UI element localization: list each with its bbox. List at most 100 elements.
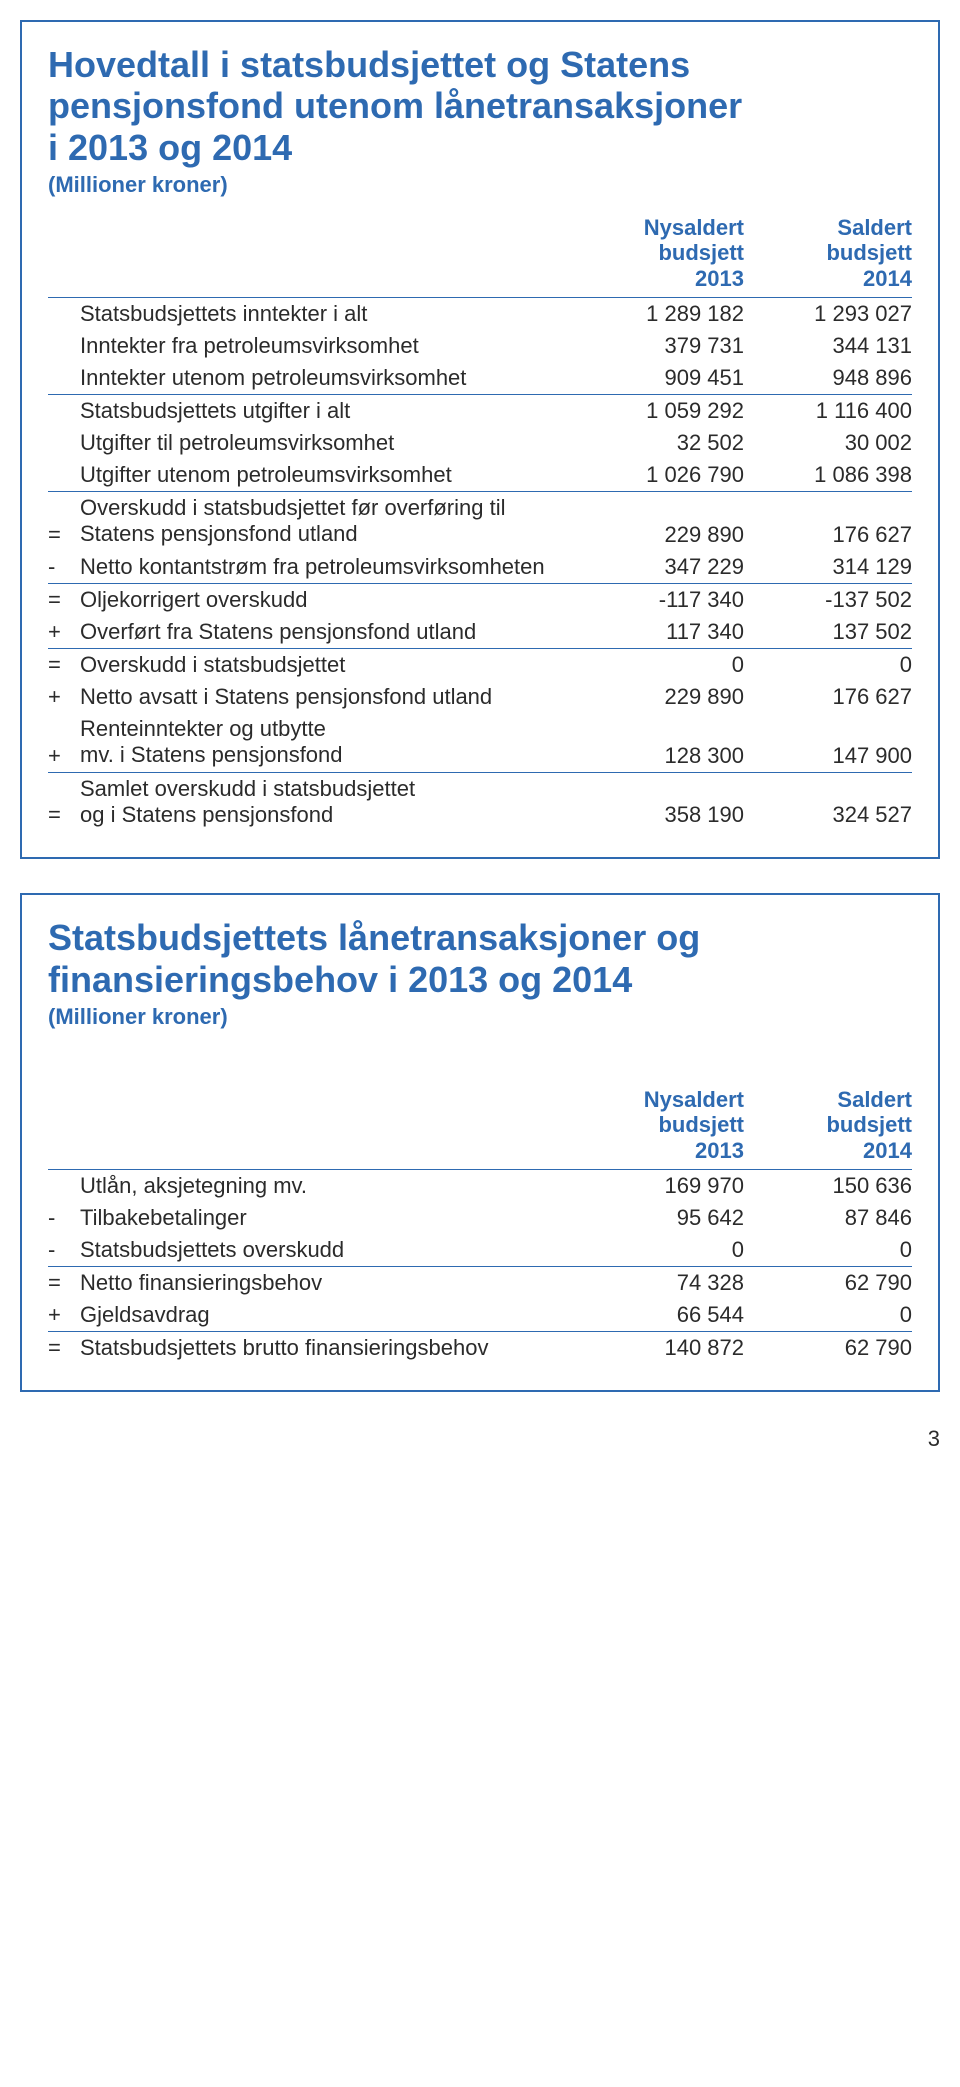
row-label: Utgifter utenom petroleumsvirksomhet xyxy=(80,459,576,492)
table2-col1-l2: budsjett xyxy=(658,1112,744,1137)
row-value-2014: 314 129 xyxy=(744,551,912,584)
row-value-2014: 30 002 xyxy=(744,427,912,459)
table-row: +Overført fra Statens pensjonsfond utlan… xyxy=(48,616,912,649)
table-row: +Renteinntekter og utbyttemv. i Statens … xyxy=(48,713,912,772)
row-value-2014: 147 900 xyxy=(744,713,912,772)
table2-body: Utlån, aksjetegning mv.169 970150 636-Ti… xyxy=(48,1170,912,1365)
row-label: Overført fra Statens pensjonsfond utland xyxy=(80,616,576,649)
table1-col2-l1: Saldert xyxy=(837,215,912,240)
table1: Nysaldert budsjett 2013 Saldert budsjett… xyxy=(48,212,912,831)
row-value-2013: 66 544 xyxy=(576,1299,744,1332)
row-operator xyxy=(48,298,80,331)
row-value-2013: 0 xyxy=(576,1234,744,1267)
row-value-2014: 0 xyxy=(744,648,912,681)
table2-col1-l1: Nysaldert xyxy=(644,1087,744,1112)
table1-col2-l3: 2014 xyxy=(863,266,912,291)
table-row: Inntekter fra petroleumsvirksomhet379 73… xyxy=(48,330,912,362)
table-row: -Tilbakebetalinger95 64287 846 xyxy=(48,1202,912,1234)
row-label: Samlet overskudd i statsbudsjettetog i S… xyxy=(80,772,576,831)
page-number: 3 xyxy=(20,1426,940,1452)
loan-transactions-table-box: Statsbudsjettets lånetransaksjoner og fi… xyxy=(20,893,940,1392)
row-label: Overskudd i statsbudsjettet før overføri… xyxy=(80,492,576,551)
row-operator xyxy=(48,330,80,362)
table1-col1-l3: 2013 xyxy=(695,266,744,291)
row-operator: = xyxy=(48,772,80,831)
row-operator: - xyxy=(48,1202,80,1234)
row-value-2014: 62 790 xyxy=(744,1267,912,1300)
row-value-2013: 909 451 xyxy=(576,362,744,395)
table1-title-line3: i 2013 og 2014 xyxy=(48,127,292,168)
table2-title-line1: Statsbudsjettets lånetransaksjoner og xyxy=(48,917,700,958)
table1-body: Statsbudsjettets inntekter i alt1 289 18… xyxy=(48,298,912,832)
row-operator xyxy=(48,1170,80,1203)
main-figures-table-box: Hovedtall i statsbudsjettet og Statens p… xyxy=(20,20,940,859)
row-value-2013: 95 642 xyxy=(576,1202,744,1234)
table1-title: Hovedtall i statsbudsjettet og Statens p… xyxy=(48,44,912,168)
row-label: Gjeldsavdrag xyxy=(80,1299,576,1332)
table-row: Utgifter til petroleumsvirksomhet32 5023… xyxy=(48,427,912,459)
row-label: Statsbudsjettets brutto finansieringsbeh… xyxy=(80,1332,576,1365)
table2-subtitle: (Millioner kroner) xyxy=(48,1004,912,1030)
row-label: Inntekter utenom petroleumsvirksomhet xyxy=(80,362,576,395)
table-row: =Oljekorrigert overskudd-117 340-137 502 xyxy=(48,583,912,616)
row-value-2013: 1 059 292 xyxy=(576,395,744,428)
table-row: =Statsbudsjettets brutto finansieringsbe… xyxy=(48,1332,912,1365)
table1-title-line2: pensjonsfond utenom lånetransaksjoner xyxy=(48,85,742,126)
row-operator xyxy=(48,459,80,492)
row-value-2014: 324 527 xyxy=(744,772,912,831)
table-row: +Gjeldsavdrag66 5440 xyxy=(48,1299,912,1332)
table2-title-line2: finansieringsbehov i 2013 og 2014 xyxy=(48,959,632,1000)
row-value-2014: 150 636 xyxy=(744,1170,912,1203)
table-row: =Overskudd i statsbudsjettet00 xyxy=(48,648,912,681)
table-row: =Netto finansieringsbehov74 32862 790 xyxy=(48,1267,912,1300)
row-value-2014: 176 627 xyxy=(744,492,912,551)
table-row: -Statsbudsjettets overskudd00 xyxy=(48,1234,912,1267)
row-value-2014: 344 131 xyxy=(744,330,912,362)
row-value-2014: 0 xyxy=(744,1299,912,1332)
table-row: Inntekter utenom petroleumsvirksomhet909… xyxy=(48,362,912,395)
row-operator: + xyxy=(48,681,80,713)
table2-col2-l3: 2014 xyxy=(863,1138,912,1163)
row-value-2013: -117 340 xyxy=(576,583,744,616)
row-value-2013: 347 229 xyxy=(576,551,744,584)
row-label: Inntekter fra petroleumsvirksomhet xyxy=(80,330,576,362)
row-operator: = xyxy=(48,648,80,681)
row-operator: - xyxy=(48,1234,80,1267)
row-label: Netto kontantstrøm fra petroleumsvirksom… xyxy=(80,551,576,584)
row-value-2014: 1 086 398 xyxy=(744,459,912,492)
row-value-2014: 62 790 xyxy=(744,1332,912,1365)
table1-col1-l2: budsjett xyxy=(658,240,744,265)
table-row: =Overskudd i statsbudsjettet før overfør… xyxy=(48,492,912,551)
row-label: Renteinntekter og utbyttemv. i Statens p… xyxy=(80,713,576,772)
row-value-2013: 74 328 xyxy=(576,1267,744,1300)
row-operator: + xyxy=(48,1299,80,1332)
row-operator: + xyxy=(48,713,80,772)
row-value-2014: 176 627 xyxy=(744,681,912,713)
table-row: =Samlet overskudd i statsbudsjettetog i … xyxy=(48,772,912,831)
row-value-2014: 948 896 xyxy=(744,362,912,395)
table2-col2-l1: Saldert xyxy=(837,1087,912,1112)
table2-title: Statsbudsjettets lånetransaksjoner og fi… xyxy=(48,917,912,1000)
row-value-2014: 0 xyxy=(744,1234,912,1267)
row-label: Statsbudsjettets utgifter i alt xyxy=(80,395,576,428)
row-value-2013: 128 300 xyxy=(576,713,744,772)
row-value-2014: 137 502 xyxy=(744,616,912,649)
table-row: Statsbudsjettets inntekter i alt1 289 18… xyxy=(48,298,912,331)
table2-col1-l3: 2013 xyxy=(695,1138,744,1163)
table-row: +Netto avsatt i Statens pensjonsfond utl… xyxy=(48,681,912,713)
row-label: Utlån, aksjetegning mv. xyxy=(80,1170,576,1203)
row-operator: = xyxy=(48,1332,80,1365)
row-label: Statsbudsjettets overskudd xyxy=(80,1234,576,1267)
table1-subtitle: (Millioner kroner) xyxy=(48,172,912,198)
row-value-2013: 229 890 xyxy=(576,492,744,551)
table1-col1-l1: Nysaldert xyxy=(644,215,744,240)
row-value-2014: 1 116 400 xyxy=(744,395,912,428)
row-operator xyxy=(48,427,80,459)
row-label: Netto finansieringsbehov xyxy=(80,1267,576,1300)
row-value-2014: 1 293 027 xyxy=(744,298,912,331)
table2: Nysaldert budsjett 2013 Saldert budsjett… xyxy=(48,1044,912,1364)
table1-col2-l2: budsjett xyxy=(826,240,912,265)
row-operator: + xyxy=(48,616,80,649)
row-label: Tilbakebetalinger xyxy=(80,1202,576,1234)
row-operator xyxy=(48,395,80,428)
